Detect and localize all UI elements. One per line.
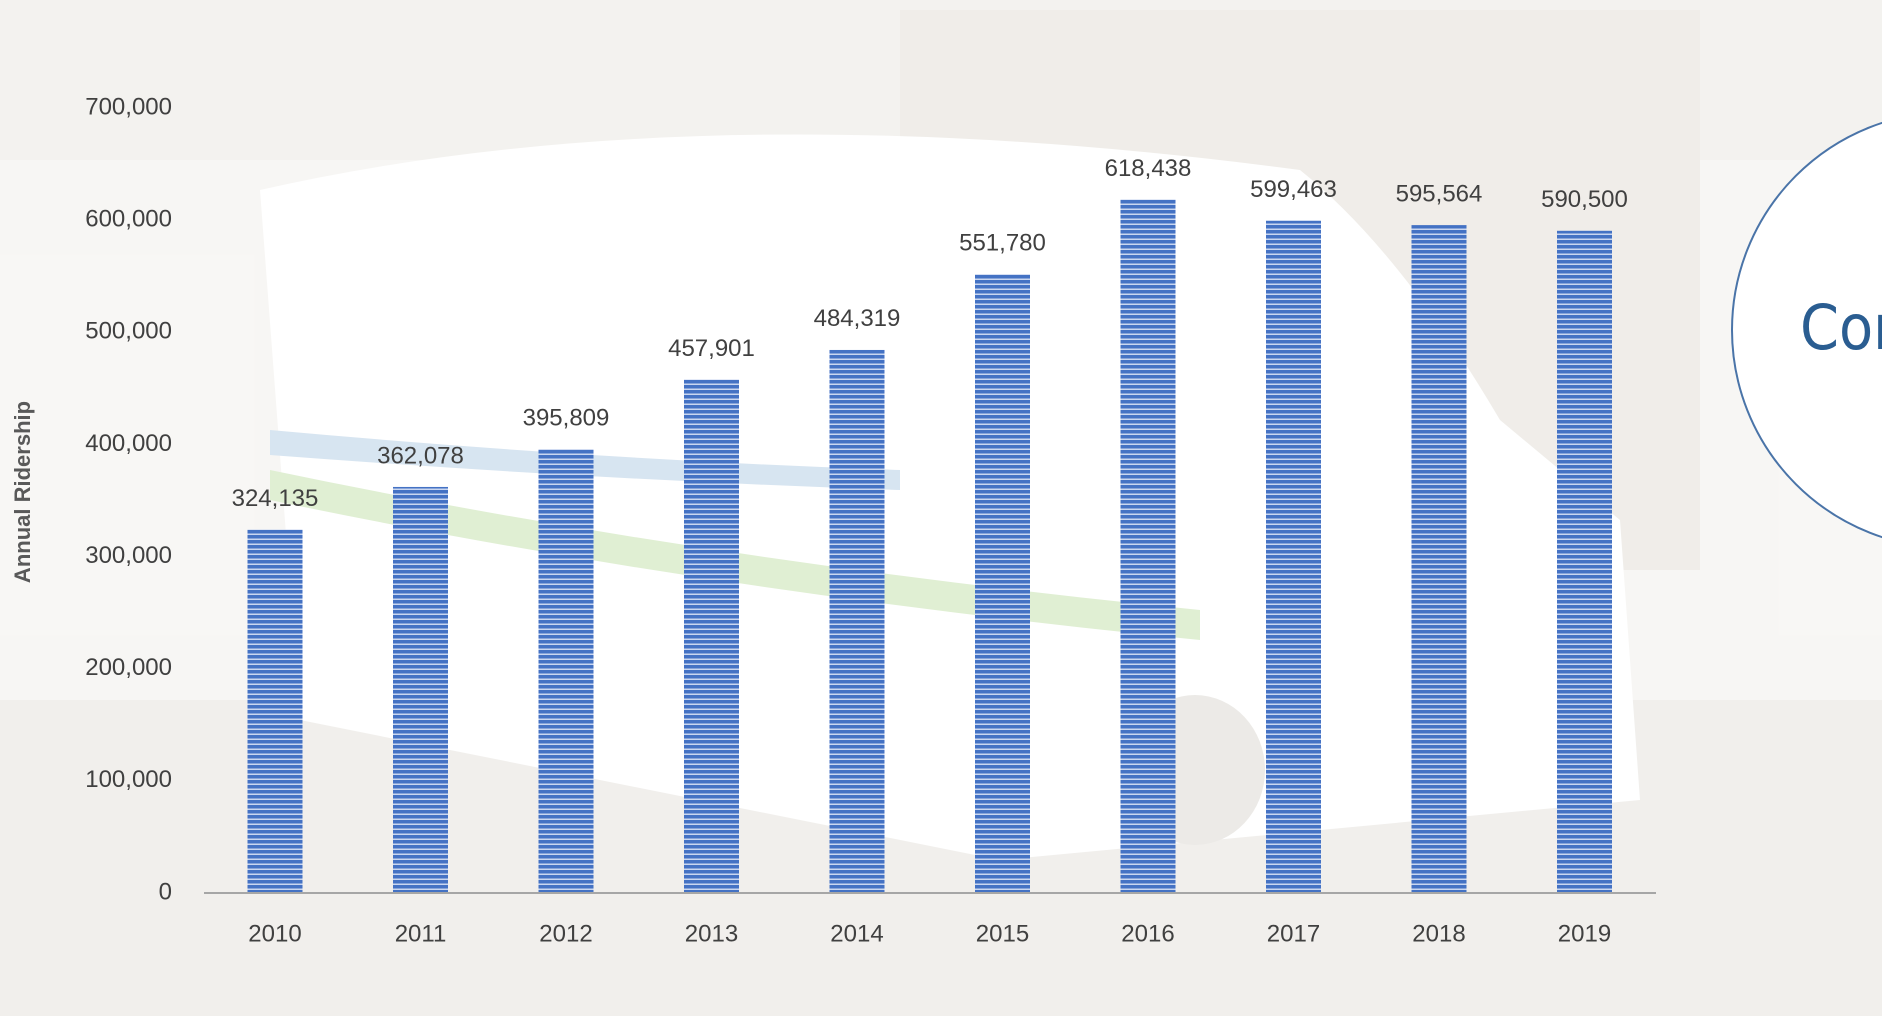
bar [684,379,739,894]
data-label: 324,135 [232,485,319,512]
bar [1557,230,1612,893]
x-tick-label: 2011 [395,920,447,947]
bar [1266,220,1321,894]
x-tick-label: 2012 [539,920,592,947]
bar [393,486,448,893]
x-tick-label: 2015 [976,920,1029,947]
y-tick-label: 700,000 [85,93,172,120]
data-label: 590,500 [1541,186,1628,213]
y-tick-label: 400,000 [85,430,172,457]
bar [1411,225,1467,894]
y-axis-title: Annual Ridership [10,401,35,583]
x-tick-label: 2014 [830,920,883,947]
x-tick-label: 2018 [1412,920,1465,947]
y-tick-label: 200,000 [85,654,172,681]
y-tick-label: 600,000 [85,205,172,232]
y-tick-label: 100,000 [85,766,172,793]
data-label: 595,564 [1396,180,1483,207]
bar [829,349,885,893]
data-label: 484,319 [814,305,901,332]
y-tick-label: 0 [159,878,172,905]
bar [538,449,594,893]
data-label: 599,463 [1250,176,1337,203]
bar [1120,199,1176,894]
data-label: 618,438 [1105,155,1192,182]
data-label: 362,078 [377,442,464,469]
x-tick-label: 2017 [1267,920,1320,947]
x-tick-label: 2010 [248,920,301,947]
logo-circle [1731,121,1882,539]
x-tick-label: 2019 [1558,920,1611,947]
y-tick-label: 300,000 [85,542,172,569]
data-label: 395,809 [523,404,610,431]
x-tick-label: 2016 [1121,920,1174,947]
x-tick-label: 2013 [685,920,738,947]
bar [247,529,303,893]
bar [975,274,1030,893]
logo-text: Con [1800,291,1882,364]
data-label: 551,780 [959,230,1046,257]
y-tick-label: 500,000 [85,318,172,345]
data-label: 457,901 [668,335,755,362]
